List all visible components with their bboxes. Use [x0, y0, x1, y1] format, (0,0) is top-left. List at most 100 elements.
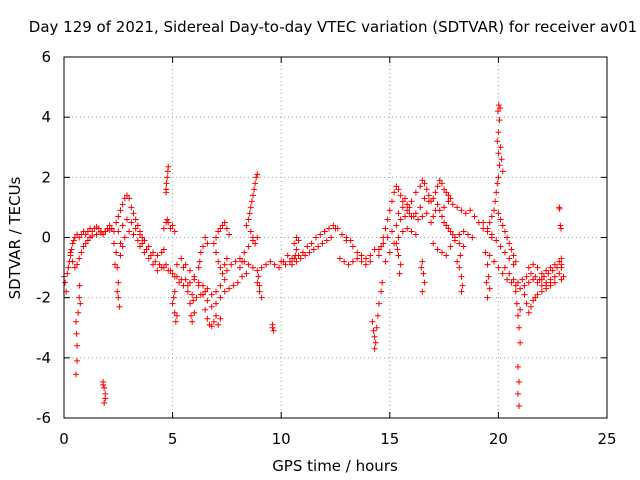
data-point-marker — [530, 297, 537, 304]
data-point-marker — [156, 261, 163, 268]
data-point-marker — [73, 330, 80, 337]
data-point-marker — [310, 246, 317, 253]
data-point-marker — [178, 255, 185, 262]
data-point-marker — [449, 231, 456, 238]
data-point-marker — [102, 395, 109, 402]
data-point-marker — [394, 246, 401, 253]
data-point-marker — [421, 180, 428, 187]
data-point-marker — [315, 243, 322, 250]
x-tick-label: 15 — [380, 430, 399, 448]
data-point-marker — [254, 267, 261, 274]
data-point-marker — [412, 210, 419, 217]
data-point-marker — [497, 105, 504, 112]
data-point-marker — [76, 294, 83, 301]
data-point-marker — [458, 288, 465, 295]
data-point-marker — [163, 261, 170, 268]
data-point-marker — [371, 345, 378, 352]
data-point-marker — [545, 270, 552, 277]
data-point-marker — [226, 231, 233, 238]
data-point-marker — [445, 192, 452, 199]
data-point-marker — [269, 324, 276, 331]
data-point-marker — [328, 234, 335, 241]
data-point-marker — [395, 252, 402, 259]
data-point-marker — [171, 288, 178, 295]
data-point-marker — [484, 225, 491, 232]
data-point-marker — [534, 264, 541, 271]
data-point-marker — [252, 240, 259, 247]
data-point-marker — [193, 294, 200, 301]
data-point-marker — [248, 198, 255, 205]
data-point-marker — [292, 252, 299, 259]
data-point-marker — [412, 189, 419, 196]
data-point-marker — [367, 258, 374, 265]
data-point-marker — [491, 258, 498, 265]
data-point-marker — [141, 237, 148, 244]
data-point-marker — [164, 174, 171, 181]
data-point-marker — [137, 231, 144, 238]
data-point-marker — [456, 231, 463, 238]
data-point-marker — [425, 192, 432, 199]
data-point-marker — [247, 228, 254, 235]
data-point-marker — [558, 255, 565, 262]
data-point-marker — [317, 231, 324, 238]
data-point-marker — [184, 282, 191, 289]
data-point-marker — [438, 213, 445, 220]
data-point-marker — [217, 282, 224, 289]
data-point-marker — [370, 327, 377, 334]
data-point-marker — [408, 213, 415, 220]
data-point-marker — [236, 255, 243, 262]
data-point-marker — [234, 279, 241, 286]
data-point-marker — [406, 204, 413, 211]
data-point-marker — [460, 243, 467, 250]
data-point-marker — [126, 228, 133, 235]
data-point-marker — [171, 273, 178, 280]
data-point-marker — [119, 201, 126, 208]
data-point-marker — [395, 234, 402, 241]
data-point-marker — [134, 237, 141, 244]
data-point-marker — [330, 222, 337, 229]
data-point-marker — [532, 294, 539, 301]
data-point-marker — [165, 219, 172, 226]
data-point-marker — [82, 231, 89, 238]
data-point-marker — [375, 252, 382, 259]
data-point-marker — [557, 225, 564, 232]
data-point-marker — [434, 183, 441, 190]
data-point-marker — [202, 306, 209, 313]
data-point-marker — [434, 201, 441, 208]
data-point-marker — [404, 201, 411, 208]
data-point-marker — [145, 255, 152, 262]
data-point-marker — [516, 378, 523, 385]
data-point-marker — [510, 276, 517, 283]
data-point-marker — [119, 243, 126, 250]
data-point-marker — [93, 231, 100, 238]
data-point-marker — [213, 288, 220, 295]
data-point-marker — [101, 384, 108, 391]
data-point-marker — [100, 381, 107, 388]
data-point-marker — [184, 288, 191, 295]
data-point-marker — [419, 213, 426, 220]
data-point-marker — [76, 234, 83, 241]
data-point-marker — [123, 216, 130, 223]
data-point-marker — [495, 102, 502, 109]
data-point-marker — [375, 300, 382, 307]
data-point-marker — [430, 213, 437, 220]
data-point-marker — [404, 207, 411, 214]
data-point-marker — [393, 183, 400, 190]
data-point-marker — [236, 264, 243, 271]
data-point-marker — [498, 156, 505, 163]
data-point-marker — [367, 252, 374, 259]
data-point-marker — [186, 267, 193, 274]
tick-labels: 0 5 10 15 20 25 -6 -4 -2 0 2 4 6 — [36, 48, 617, 448]
x-tick-label: 0 — [59, 430, 69, 448]
data-point-marker — [354, 249, 361, 256]
data-point-marker — [89, 232, 96, 239]
data-point-marker — [395, 186, 402, 193]
data-point-marker — [373, 324, 380, 331]
data-point-marker — [354, 255, 361, 262]
data-point-marker — [291, 255, 298, 262]
data-point-marker — [196, 258, 203, 265]
data-point-marker — [182, 261, 189, 268]
x-tick-label: 10 — [272, 430, 291, 448]
data-point-marker — [137, 243, 144, 250]
